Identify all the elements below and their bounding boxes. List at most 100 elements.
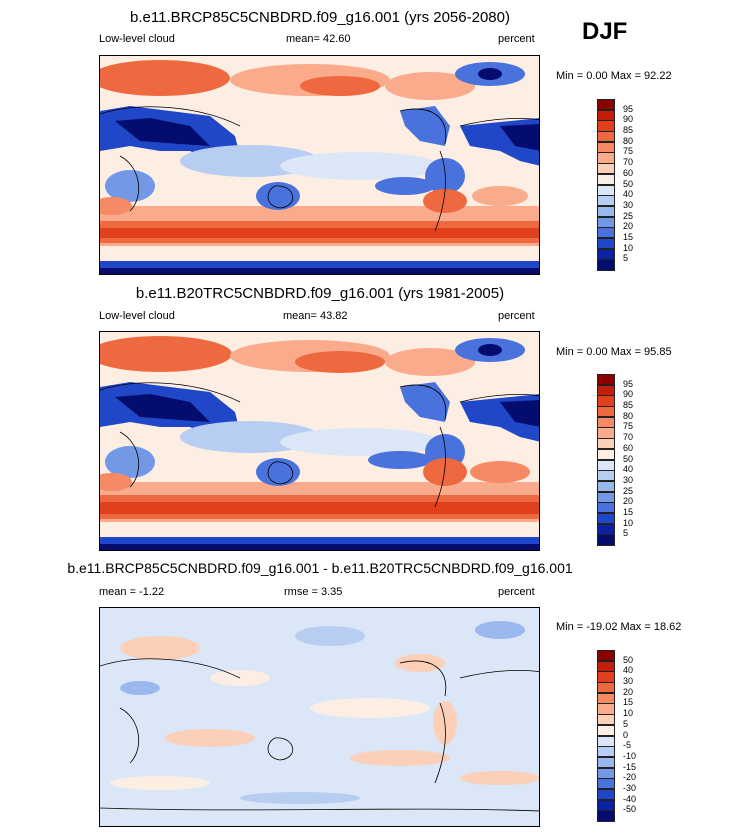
colorbar-label: 70	[623, 157, 634, 168]
panel-1-units-label: percent	[498, 33, 535, 45]
colorbar-label: 90	[623, 114, 634, 125]
colorbar-swatch	[597, 438, 615, 450]
colorbar-swatch	[597, 416, 615, 428]
colorbar-label: 85	[623, 125, 634, 136]
colorbar-label: 75	[623, 421, 634, 432]
colorbar-swatch	[597, 671, 615, 683]
colorbar-swatch	[597, 141, 615, 153]
colorbar-label: 30	[623, 474, 634, 485]
colorbar-swatch	[597, 109, 615, 121]
colorbar-label: 10	[623, 708, 634, 719]
panel-1-minmax: Min = 0.00 Max = 92.22	[556, 70, 672, 82]
colorbar-label: -20	[623, 772, 637, 783]
colorbar-swatch	[597, 502, 615, 514]
colorbar-label: 5	[623, 718, 629, 729]
colorbar-swatch	[597, 205, 615, 218]
colorbar-label: 25	[623, 485, 634, 496]
colorbar-label: 80	[623, 135, 634, 146]
colorbar-swatch	[597, 724, 615, 736]
colorbar-label: 15	[623, 697, 634, 708]
panel-3-title: b.e11.BRCP85C5CNBDRD.f09_g16.001 - b.e11…	[67, 560, 573, 576]
colorbar-swatch	[597, 491, 615, 503]
colorbar-swatch	[597, 131, 615, 143]
colorbar-swatch	[597, 99, 615, 111]
colorbar-label: 85	[623, 400, 634, 411]
colorbar-swatch	[597, 216, 615, 228]
panel-3-mean-label: mean = -1.22	[99, 586, 165, 598]
colorbar-swatch	[597, 184, 615, 196]
panel-2-units-label: percent	[498, 310, 535, 322]
colorbar-swatch	[597, 384, 615, 396]
panel-2-map	[99, 331, 540, 551]
panel-1-left-label: Low-level cloud	[99, 33, 175, 45]
panel-1-map	[99, 55, 540, 275]
colorbar-label: 40	[623, 665, 634, 676]
colorbar-swatch	[597, 459, 615, 471]
panel-3-map	[99, 607, 540, 827]
colorbar-swatch	[597, 735, 615, 747]
colorbar-swatch	[597, 227, 615, 239]
colorbar-swatch	[597, 650, 615, 662]
colorbar-swatch	[597, 682, 615, 694]
colorbar-swatch	[597, 480, 615, 493]
colorbar-label: 10	[623, 517, 634, 528]
colorbar-swatch	[597, 448, 615, 460]
colorbar-swatch	[597, 746, 615, 758]
panel-1-colorbar: 95 90 85 80 75 70 60 50 40 30 25 20 15 10 5	[597, 99, 633, 271]
panel-1-title: b.e11.BRCP85C5CNBDRD.f09_g16.001 (yrs 20…	[130, 9, 510, 26]
colorbar-swatch	[597, 788, 615, 801]
colorbar-label: 10	[623, 242, 634, 253]
colorbar-swatch	[597, 660, 615, 672]
panel-2-mean-label: mean= 43.82	[283, 310, 348, 322]
colorbar-label: 30	[623, 199, 634, 210]
colorbar-label: 15	[623, 231, 634, 242]
colorbar-swatch	[597, 395, 615, 407]
colorbar-swatch	[597, 163, 615, 175]
colorbar-label: 50	[623, 178, 634, 189]
colorbar-label: -30	[623, 782, 637, 793]
panel-2-minmax: Min = 0.00 Max = 95.85	[556, 346, 672, 358]
colorbar-label: -50	[623, 804, 637, 815]
panel-1-mean-label: mean= 42.60	[286, 33, 351, 45]
colorbar-swatch	[597, 237, 615, 250]
colorbar-label: 60	[623, 167, 634, 178]
colorbar-label: 70	[623, 432, 634, 443]
colorbar-label: 0	[623, 729, 629, 740]
colorbar-label: 60	[623, 442, 634, 453]
panel-3-rmse-label: rmse = 3.35	[284, 586, 343, 598]
colorbar-label: 20	[623, 221, 634, 232]
colorbar-swatch	[597, 810, 615, 822]
panel-2-title: b.e11.B20TRC5CNBDRD.f09_g16.001 (yrs 198…	[135, 285, 505, 302]
colorbar-label: 95	[623, 103, 634, 114]
panel-3-minmax: Min = -19.02 Max = 18.62	[556, 621, 682, 633]
colorbar-swatch	[597, 248, 615, 260]
colorbar-label: 5	[623, 528, 629, 539]
panel-3-units-label: percent	[498, 586, 535, 598]
colorbar-swatch	[597, 374, 615, 386]
colorbar-label: 30	[623, 676, 634, 687]
colorbar-swatch	[597, 703, 615, 715]
colorbar-swatch	[597, 692, 615, 704]
colorbar-label: 20	[623, 686, 634, 697]
colorbar-swatch	[597, 799, 615, 811]
colorbar-swatch	[597, 470, 615, 482]
colorbar-label: 95	[623, 378, 634, 389]
colorbar-label: 90	[623, 389, 634, 400]
colorbar-label: 5	[623, 253, 629, 264]
colorbar-swatch	[597, 259, 615, 271]
season-label: DJF	[582, 18, 628, 45]
panel-2-left-label: Low-level cloud	[99, 310, 175, 322]
colorbar-swatch	[597, 756, 615, 769]
colorbar-swatch	[597, 778, 615, 790]
colorbar-label: 40	[623, 464, 634, 475]
colorbar-label: 15	[623, 506, 634, 517]
colorbar-label: -10	[623, 750, 637, 761]
colorbar-label: -5	[623, 740, 632, 751]
colorbar-swatch	[597, 173, 615, 185]
panel-2-colorbar: 95 90 85 80 75 70 60 50 40 30 25 20 15 10 5	[597, 374, 633, 546]
colorbar-label: 40	[623, 189, 634, 200]
colorbar-label: 25	[623, 210, 634, 221]
colorbar-label: -15	[623, 761, 637, 772]
colorbar-swatch	[597, 767, 615, 779]
colorbar-label: 50	[623, 453, 634, 464]
